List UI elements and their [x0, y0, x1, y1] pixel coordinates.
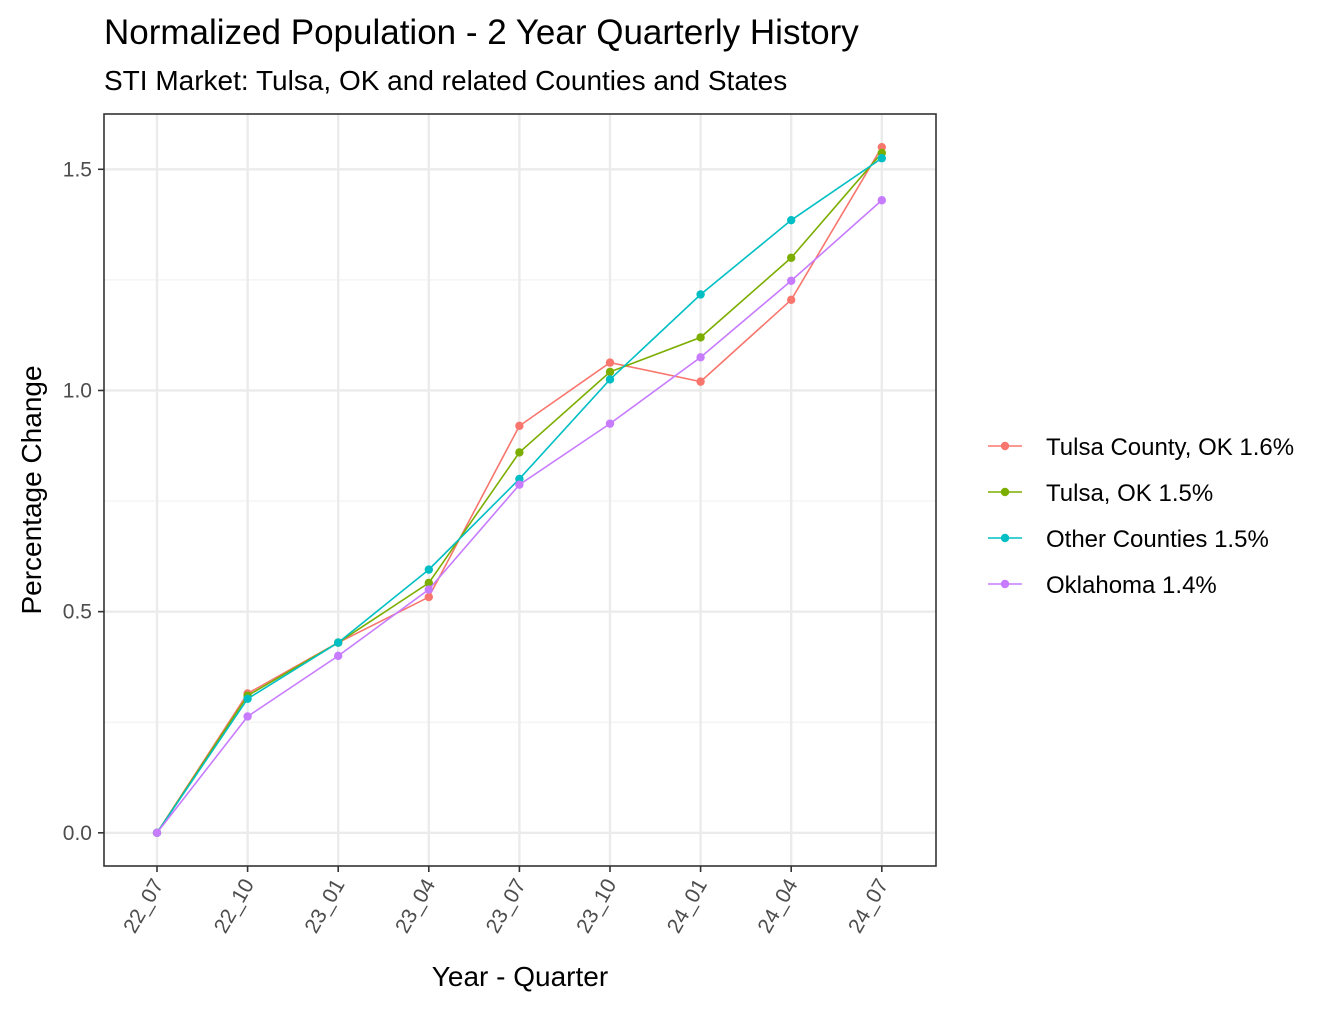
x-tick-label: 23_01: [300, 875, 349, 937]
data-point: [877, 154, 886, 163]
data-point: [243, 694, 252, 703]
x-tick-label: 24_07: [844, 875, 893, 937]
data-point: [696, 333, 705, 342]
data-point: [787, 253, 796, 262]
data-point: [787, 215, 796, 225]
data-point: [605, 419, 615, 428]
data-point: [696, 290, 705, 299]
y-tick-label: 1.0: [63, 379, 92, 402]
data-point: [424, 565, 433, 574]
legend-label: Tulsa County, OK 1.6%: [1046, 434, 1294, 461]
legend-key-point: [1000, 579, 1010, 589]
x-tick-label: 23_07: [482, 875, 531, 937]
y-tick-label: 1.5: [63, 158, 92, 181]
x-tick-label: 24_04: [753, 875, 802, 937]
data-point: [787, 276, 796, 285]
y-tick-label: 0.5: [63, 601, 92, 624]
legend-key-point: [1000, 533, 1010, 543]
x-tick-label: 23_04: [391, 875, 440, 937]
data-point: [515, 474, 524, 484]
data-point: [243, 712, 252, 721]
grid: [104, 114, 936, 866]
data-point: [334, 651, 343, 661]
chart-title: Normalized Population - 2 Year Quarterly…: [104, 13, 859, 52]
series-lines: [152, 142, 886, 838]
data-point: [152, 828, 162, 838]
y-tick-label: 0.0: [63, 822, 92, 845]
legend-label: Other Counties 1.5%: [1046, 526, 1269, 553]
x-tick-label: 24_01: [663, 875, 712, 937]
data-point: [424, 585, 433, 594]
data-point: [605, 367, 615, 377]
legend: Tulsa County, OK 1.6% Tulsa, OK 1.5% Other…: [988, 434, 1294, 599]
data-point: [515, 480, 524, 489]
series-4: [152, 196, 886, 838]
legend-label: Tulsa, OK 1.5%: [1046, 480, 1213, 507]
legend-key-point: [1000, 487, 1010, 497]
x-tick-label: 23_10: [572, 875, 621, 937]
data-point: [877, 142, 886, 152]
data-point: [515, 448, 524, 457]
y-axis-title: Percentage Change: [16, 365, 47, 614]
data-point: [696, 353, 705, 362]
chart-subtitle: STI Market: Tulsa, OK and related Counti…: [104, 65, 787, 96]
x-axis-title: Year - Quarter: [432, 961, 608, 992]
legend-item: Oklahoma 1.4%: [988, 572, 1217, 599]
legend-item: Other Counties 1.5%: [988, 526, 1269, 553]
data-point: [424, 592, 433, 602]
data-point: [877, 196, 886, 205]
data-point: [515, 421, 524, 431]
data-point: [787, 295, 796, 304]
data-point: [605, 358, 615, 367]
x-tick-label: 22_07: [119, 875, 168, 937]
legend-key-point: [1000, 441, 1010, 451]
legend-label: Oklahoma 1.4%: [1046, 572, 1217, 599]
data-point: [605, 375, 615, 384]
data-point: [696, 377, 705, 386]
legend-item: Tulsa County, OK 1.6%: [988, 434, 1294, 461]
legend-item: Tulsa, OK 1.5%: [988, 480, 1213, 507]
data-point: [424, 578, 433, 588]
x-tick-label: 22_10: [210, 875, 259, 937]
axes: 0.0 0.5 1.0 1.5 22_07 22_10 23_01 23_04 23_07 23_…: [63, 158, 893, 937]
data-point: [334, 638, 343, 647]
